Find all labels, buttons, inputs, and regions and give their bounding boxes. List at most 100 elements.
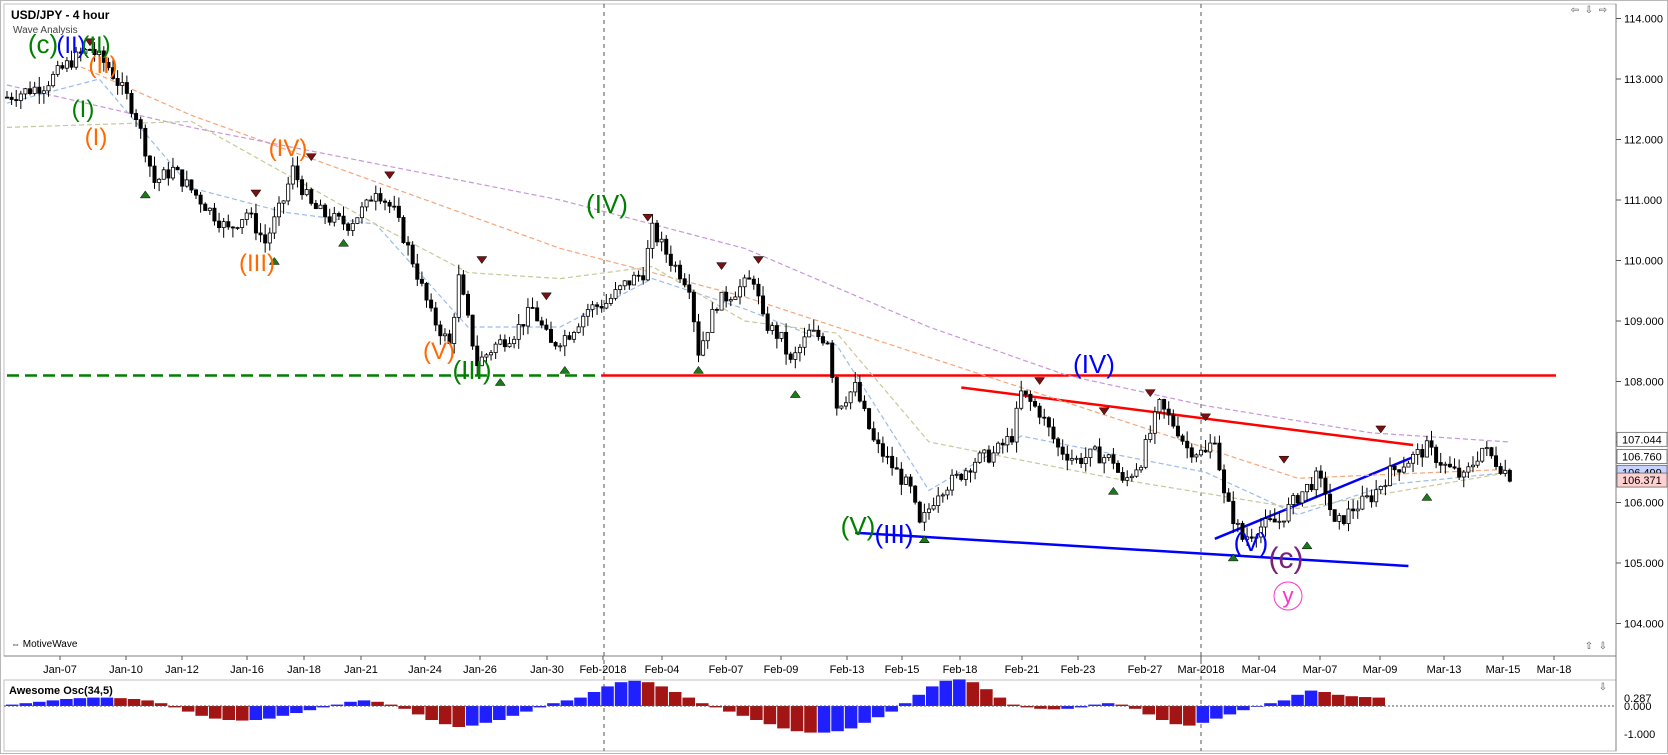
candle-body[interactable] [378, 193, 383, 202]
candle-body[interactable] [396, 205, 401, 218]
candle-body[interactable] [530, 307, 535, 309]
candle-body[interactable] [521, 324, 526, 327]
candle-body[interactable] [184, 179, 189, 187]
candle-body[interactable] [811, 329, 816, 332]
candle-body[interactable] [572, 332, 577, 340]
candle-body[interactable] [1374, 489, 1379, 503]
candle-body[interactable] [1254, 536, 1259, 539]
candle-body[interactable] [1272, 518, 1277, 523]
candle-body[interactable] [60, 65, 65, 69]
candle-body[interactable] [281, 200, 286, 204]
wave-label[interactable]: (II) [88, 52, 117, 79]
candle-body[interactable] [894, 467, 899, 470]
candle-body[interactable] [867, 408, 872, 430]
candle-body[interactable] [613, 289, 618, 299]
candle-body[interactable] [290, 165, 295, 185]
wave-label[interactable]: (IV) [586, 189, 628, 219]
wave-label[interactable]: (V) [1234, 527, 1269, 557]
candle-body[interactable] [544, 324, 549, 330]
candle-body[interactable] [1217, 442, 1222, 471]
candle-body[interactable] [1360, 495, 1365, 510]
candle-body[interactable] [318, 204, 323, 210]
candle-body[interactable] [1277, 520, 1282, 523]
candle-body[interactable] [1466, 466, 1471, 473]
wave-label[interactable]: y [1283, 583, 1294, 608]
candle-body[interactable] [452, 316, 457, 344]
wave-label[interactable]: (III) [239, 250, 275, 277]
candle-body[interactable] [802, 336, 807, 348]
candle-body[interactable] [1341, 515, 1346, 525]
candle-body[interactable] [157, 178, 162, 183]
candle-body[interactable] [728, 299, 733, 302]
candle-body[interactable] [899, 468, 904, 485]
candle-body[interactable] [438, 324, 443, 337]
wave-label[interactable]: (II) [56, 32, 85, 59]
osc-settings-icon[interactable]: ⇩ [1598, 682, 1608, 693]
candle-body[interactable] [567, 335, 572, 340]
candle-body[interactable] [272, 216, 277, 234]
candle-body[interactable] [55, 65, 60, 75]
candle-body[interactable] [959, 473, 964, 480]
candle-body[interactable] [1194, 454, 1199, 458]
candle-body[interactable] [1286, 504, 1291, 522]
candle-body[interactable] [1019, 390, 1024, 409]
candle-body[interactable] [1249, 536, 1254, 539]
candle-body[interactable] [770, 325, 775, 331]
candle-body[interactable] [1337, 515, 1342, 522]
candle-body[interactable] [489, 352, 494, 356]
candle-body[interactable] [369, 199, 374, 202]
candle-body[interactable] [83, 49, 88, 54]
candle-body[interactable] [1263, 518, 1268, 528]
candle-body[interactable] [719, 291, 724, 311]
candle-body[interactable] [1065, 453, 1070, 461]
candle-body[interactable] [779, 331, 784, 339]
candle-body[interactable] [724, 291, 729, 302]
candle-body[interactable] [87, 49, 92, 51]
candle-body[interactable] [1489, 447, 1494, 457]
candle-body[interactable] [1198, 449, 1203, 456]
candle-body[interactable] [1420, 449, 1425, 458]
candle-body[interactable] [1291, 495, 1296, 505]
candle-body[interactable] [138, 119, 143, 129]
candle-body[interactable] [936, 495, 941, 506]
candle-body[interactable] [1268, 518, 1273, 521]
candle-body[interactable] [1111, 454, 1116, 464]
swing-low-marker[interactable] [1107, 486, 1119, 495]
candle-body[interactable] [1079, 457, 1084, 464]
candle-body[interactable] [189, 179, 194, 191]
candle-body[interactable] [1443, 463, 1448, 466]
candle-body[interactable] [341, 215, 346, 225]
candle-body[interactable] [701, 340, 706, 356]
candle-body[interactable] [968, 470, 973, 473]
candle-body[interactable] [1074, 457, 1079, 460]
candle-body[interactable] [535, 307, 540, 322]
candle-body[interactable] [562, 335, 567, 347]
candle-body[interactable] [1208, 442, 1213, 453]
candle-body[interactable] [664, 238, 669, 255]
candle-body[interactable] [1226, 492, 1231, 502]
candle-body[interactable] [1369, 495, 1374, 503]
candle-body[interactable] [553, 342, 558, 347]
candle-body[interactable] [1434, 446, 1439, 463]
wave-label[interactable]: (II) [81, 32, 110, 59]
candle-body[interactable] [350, 223, 355, 231]
candle-body[interactable] [1157, 399, 1162, 413]
candle-body[interactable] [857, 382, 862, 402]
candle-body[interactable] [830, 342, 835, 378]
candle-body[interactable] [498, 339, 503, 345]
candle-body[interactable] [1305, 484, 1310, 493]
candle-body[interactable] [253, 213, 258, 234]
candle-body[interactable] [1009, 436, 1014, 443]
candle-body[interactable] [636, 274, 641, 277]
candle-body[interactable] [903, 476, 908, 485]
candle-body[interactable] [1295, 495, 1300, 504]
swing-high-marker[interactable] [1278, 455, 1290, 464]
candle-body[interactable] [323, 204, 328, 218]
candle-body[interactable] [304, 189, 309, 196]
candle-body[interactable] [406, 242, 411, 246]
candle-body[interactable] [359, 206, 364, 219]
candle-body[interactable] [848, 391, 853, 404]
candle-body[interactable] [276, 202, 281, 218]
candle-body[interactable] [650, 222, 655, 249]
candle-body[interactable] [355, 217, 360, 224]
